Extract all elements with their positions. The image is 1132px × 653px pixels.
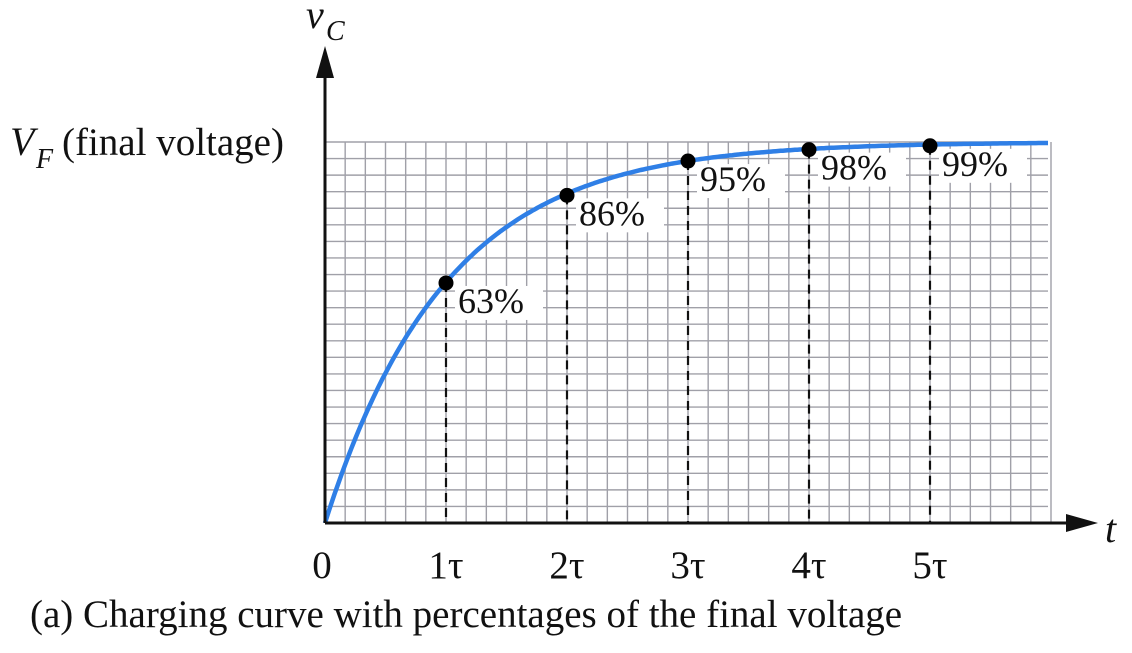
data-point-4 <box>801 142 817 158</box>
charging-curve-line <box>322 140 1048 524</box>
x-tick-label-3: 3τ <box>670 544 705 587</box>
point-label-4: 98% <box>821 148 887 188</box>
point-label-backdrop <box>455 285 543 320</box>
data-point-5 <box>922 138 938 154</box>
final-voltage-symbol: V <box>10 119 39 164</box>
point-label-backdrop <box>697 164 785 199</box>
data-point-2 <box>559 187 575 203</box>
dashed-guide-lines <box>444 145 932 523</box>
x-tick-label-4: 4τ <box>791 544 826 587</box>
data-points <box>438 138 938 291</box>
point-label-5: 99% <box>942 144 1008 184</box>
data-point-3 <box>680 153 696 169</box>
data-point-1 <box>438 275 454 291</box>
y-axis-label: v <box>306 0 324 37</box>
point-label-backdrop <box>939 148 1027 183</box>
chart-axes <box>316 46 1098 532</box>
x-tick-label-2: 2τ <box>549 544 584 587</box>
chart-grid <box>325 141 1052 523</box>
x-axis-label: t <box>1105 506 1117 551</box>
chart-text-labels: 63% 86% 95% 98% 99% 1τ 2τ 3τ 4τ 5τ 0 t v C V F (final vo… <box>10 0 1117 587</box>
x-tick-label-5: 5τ <box>912 544 947 587</box>
y-axis-label-subscript: C <box>326 16 345 47</box>
point-label-backdrop <box>576 198 664 233</box>
point-label-1: 63% <box>458 281 524 321</box>
figure-caption: (a) Charging curve with percentages of t… <box>30 593 903 636</box>
final-voltage-subscript: F <box>35 144 54 175</box>
x-tick-label-1: 1τ <box>428 544 463 587</box>
origin-label: 0 <box>312 544 332 587</box>
point-label-3: 95% <box>700 159 766 199</box>
final-voltage-note: (final voltage) <box>62 121 284 164</box>
x-axis-arrowhead <box>1066 514 1098 532</box>
y-axis-arrowhead <box>316 46 334 78</box>
point-label-2: 86% <box>579 193 645 233</box>
point-label-backdrop <box>818 152 906 187</box>
